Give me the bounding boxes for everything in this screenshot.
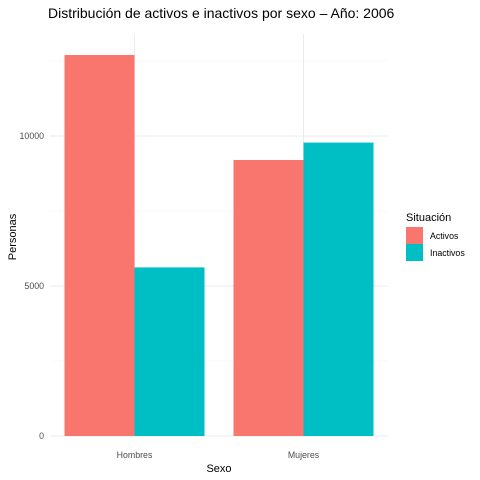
legend-label-activos: Activos [430, 231, 459, 241]
chart-title: Distribución de activos e inactivos por … [48, 5, 395, 21]
y-axis-title: Personas [7, 213, 19, 260]
legend-label-inactivos: Inactivos [430, 248, 465, 258]
legend-title: Situación [406, 212, 451, 224]
legend-key-inactivos [406, 244, 423, 261]
legend: Situación Activos Inactivos [406, 212, 465, 261]
y-tick-label: 10000 [20, 131, 45, 141]
bar-inactivos-hombres [134, 267, 205, 436]
x-tick-label: Mujeres [288, 450, 320, 460]
y-tick-label: 5000 [24, 281, 44, 291]
bar-inactivos-mujeres [303, 142, 374, 436]
plot-area: 0 5000 10000 Hombres Mujeres [20, 34, 388, 460]
y-tick-label: 0 [39, 431, 44, 441]
x-axis-title: Sexo [206, 463, 231, 475]
bar-activos-mujeres [233, 160, 304, 436]
legend-key-activos [406, 227, 423, 244]
bar-activos-hombres [64, 55, 135, 436]
x-tick-label: Hombres [117, 450, 153, 460]
